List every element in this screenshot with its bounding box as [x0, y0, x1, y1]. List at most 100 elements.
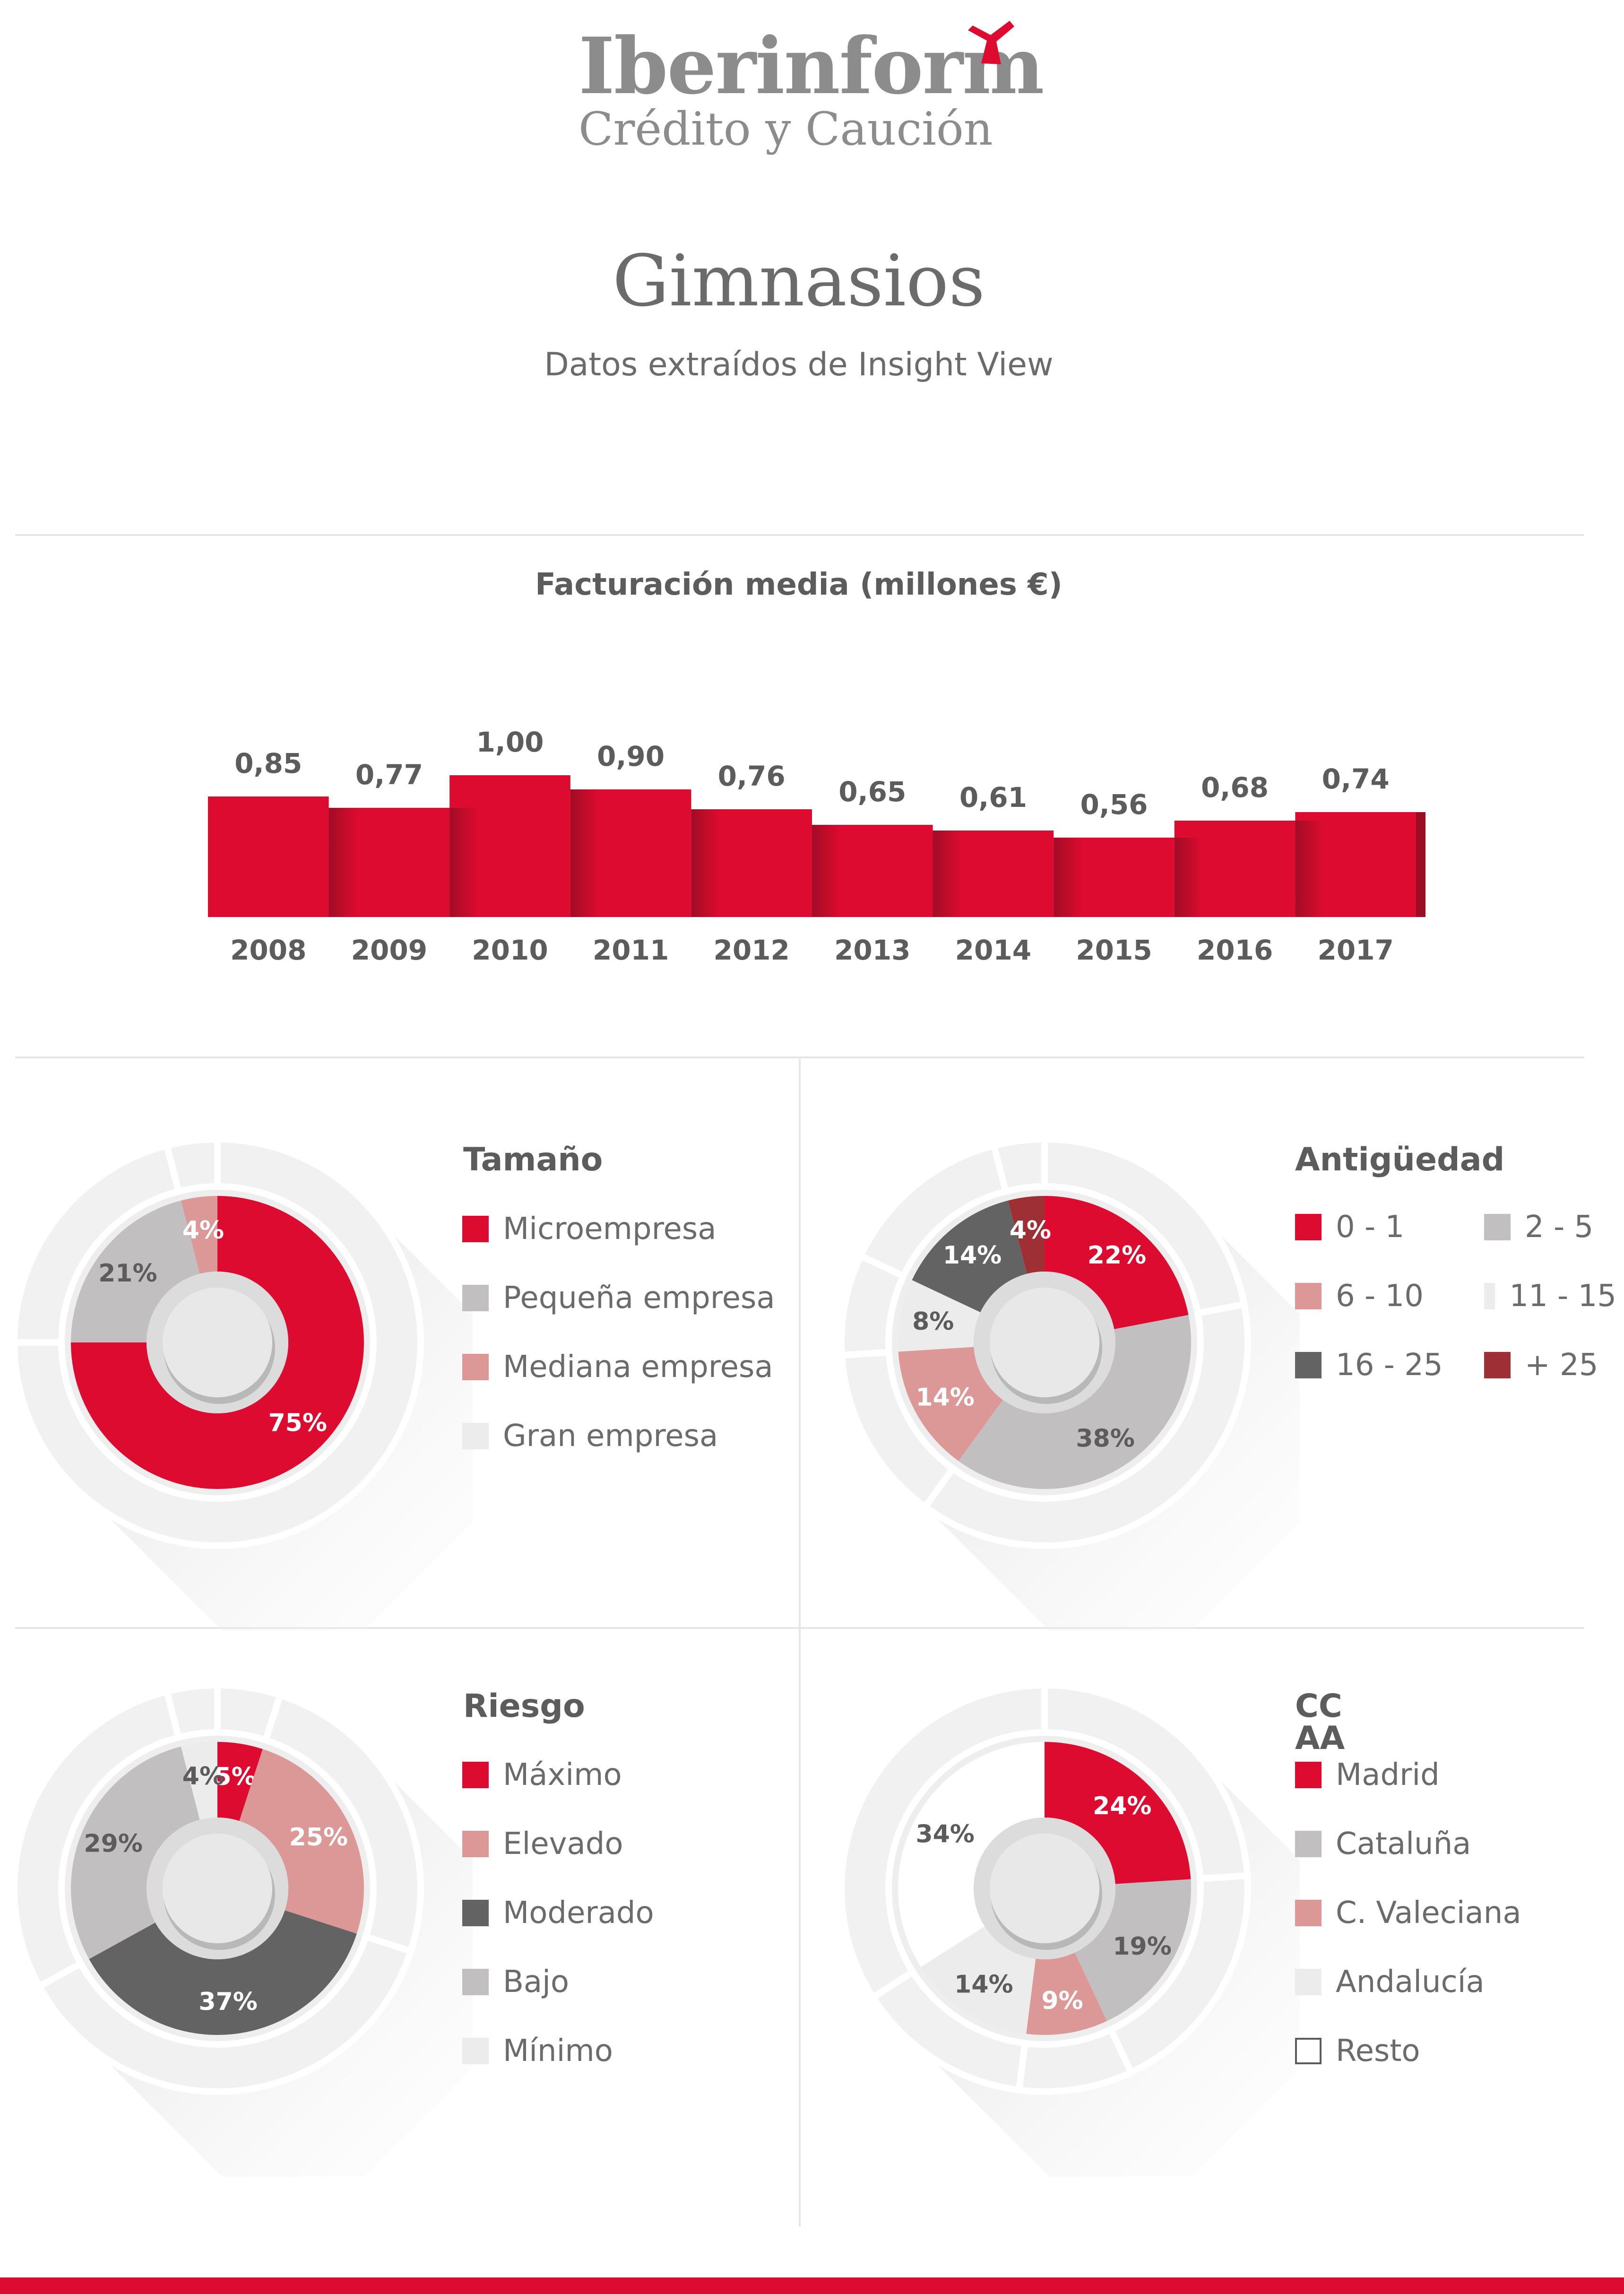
bar-value-label: 0,56 [1080, 788, 1148, 821]
legend-antiguedad: 0 - 1 2 - 5 6 - 10 11 - 15 16 - 25 + 25 [1295, 1208, 1616, 1384]
donut-slice-label: 4% [182, 1762, 224, 1791]
brand-mark-icon [968, 21, 1014, 64]
legend-swatch [1484, 1214, 1511, 1240]
donut-slice [921, 1926, 1036, 2034]
legend-label: 2 - 5 [1525, 1210, 1594, 1245]
legend-swatch [1295, 1214, 1322, 1240]
legend-ccaa: Madrid Cataluña C. Valeciana Andalucía Resto [1295, 1756, 1521, 2070]
donut-slice-label: 14% [954, 1971, 1013, 1999]
legend-swatch [462, 1285, 489, 1311]
donut-slice [1074, 1879, 1191, 2021]
legend-swatch [1484, 1283, 1495, 1309]
legend-swatch [1295, 1352, 1322, 1378]
legend-label: Gran empresa [503, 1419, 718, 1454]
legend-item: 2 - 5 [1484, 1208, 1616, 1246]
donut-chart-riesgo: 5% 25% 37% 29% 4% [11, 1681, 473, 2177]
donut-slice [71, 1196, 364, 1489]
donut-slice-label: 14% [943, 1241, 1002, 1270]
donut-chart-antiguedad: 22% 38% 14% 8% 14% 4% [838, 1135, 1300, 1631]
legend-item: + 25 [1484, 1346, 1616, 1384]
legend-swatch [1295, 1831, 1322, 1857]
donut-slice-label: 5% [214, 1763, 256, 1791]
bar-value-label: 0,90 [597, 740, 665, 772]
x-tick-label: 2008 [230, 934, 306, 966]
page-title: Gimnasios [612, 240, 985, 322]
legend-label: 6 - 10 [1336, 1279, 1424, 1314]
bar-value-label: 1,00 [476, 726, 544, 758]
legend-item: Cataluña [1295, 1825, 1521, 1863]
legend-label: Pequeña empresa [503, 1281, 775, 1316]
donut-slice-label: 38% [1076, 1425, 1134, 1453]
donut-outer-segment [163, 1681, 221, 1741]
panel-title-tamano: Tamaño [463, 1141, 603, 1178]
donut-slice [239, 1749, 364, 1934]
donut-outer-segment [163, 1135, 221, 1195]
legend-label: Andalucía [1336, 1965, 1485, 2000]
legend-item: 6 - 10 [1295, 1277, 1484, 1315]
legend-label: 11 - 15 [1509, 1279, 1616, 1314]
bar-shade-2010 [449, 808, 478, 917]
legend-riesgo: Máximo Elevado Moderado Bajo Mínimo [462, 1756, 654, 2070]
donut-slice [912, 1200, 1027, 1313]
x-tick-label: 2011 [593, 934, 669, 966]
legend-tamano: Microempresa Pequeña empresa Mediana empre… [462, 1210, 775, 1455]
legend-label: C. Valeciana [1336, 1896, 1521, 1930]
donut-slice-label: 22% [1088, 1241, 1146, 1270]
bar-value-label: 0,61 [959, 781, 1027, 814]
legend-label: + 25 [1525, 1348, 1598, 1383]
legend-swatch [462, 1969, 489, 1995]
bar-value-label: 0,77 [355, 759, 423, 791]
bar-shade-2011 [570, 789, 599, 917]
donut-slice [898, 1280, 981, 1352]
donut-slice-label: 37% [199, 1988, 257, 2016]
donut-outer-segment [1041, 1681, 1251, 1882]
legend-swatch [462, 1354, 489, 1380]
legend-label: 16 - 25 [1336, 1348, 1443, 1383]
bar-value-label: 0,85 [234, 747, 302, 779]
divider-vertical [799, 1059, 801, 2226]
legend-swatch [462, 1900, 489, 1926]
legend-swatch [1295, 1283, 1322, 1309]
donut-slice [181, 1196, 217, 1274]
bar-value-label: 0,68 [1201, 771, 1269, 804]
donut-slice [958, 1315, 1191, 1489]
legend-item: Máximo [462, 1756, 654, 1794]
legend-label: Mediana empresa [503, 1350, 773, 1385]
donut-outer-segment [35, 1932, 415, 2095]
legend-swatch [462, 1831, 489, 1857]
donut-hub [163, 1288, 272, 1397]
legend-item: 0 - 1 [1295, 1208, 1484, 1246]
brand-logo-subtitle: Crédito y Caución [579, 103, 993, 156]
bar-value-label: 0,65 [838, 776, 906, 808]
donut-slice [217, 1742, 263, 1821]
donut-slice [70, 1746, 200, 1959]
bar-chart: 0,85 2008 0,77 2009 1,00 2010 0,90 2011 0,76 2012… [208, 726, 1425, 966]
x-tick-label: 2015 [1076, 934, 1152, 966]
legend-item: Gran empresa [462, 1417, 775, 1455]
bar-shade-2016 [1174, 838, 1203, 917]
donut-outer-segment [838, 1681, 1048, 2002]
panel-title-antiguedad: Antigüedad [1295, 1141, 1505, 1178]
legend-swatch [1295, 1900, 1322, 1926]
bar-edge [1416, 812, 1425, 917]
x-tick-label: 2017 [1317, 934, 1393, 966]
donut-slice-label: 19% [1113, 1932, 1171, 1961]
x-tick-label: 2009 [351, 934, 427, 966]
legend-item: Madrid [1295, 1756, 1521, 1794]
donut-slice [71, 1200, 200, 1342]
donut-slice-label: 29% [84, 1830, 143, 1858]
donut-outer-segment [261, 1691, 424, 1956]
donut-slice [1008, 1196, 1045, 1274]
legend-label: Elevado [503, 1827, 623, 1861]
bar-shade-2015 [1054, 838, 1082, 917]
divider-top [15, 534, 1584, 536]
donut-slice [1045, 1742, 1191, 1884]
bar-shade-2013 [812, 825, 840, 917]
legend-label: Bajo [503, 1965, 570, 2000]
donut-outer-segment [11, 1687, 183, 1991]
donut-slice [1045, 1196, 1189, 1329]
donut-chart-ccaa: 24% 19% 9% 14% 34% [838, 1681, 1300, 2177]
legend-label: Máximo [503, 1757, 622, 1792]
legend-item: Microempresa [462, 1210, 775, 1248]
legend-item: Mínimo [462, 2032, 654, 2070]
